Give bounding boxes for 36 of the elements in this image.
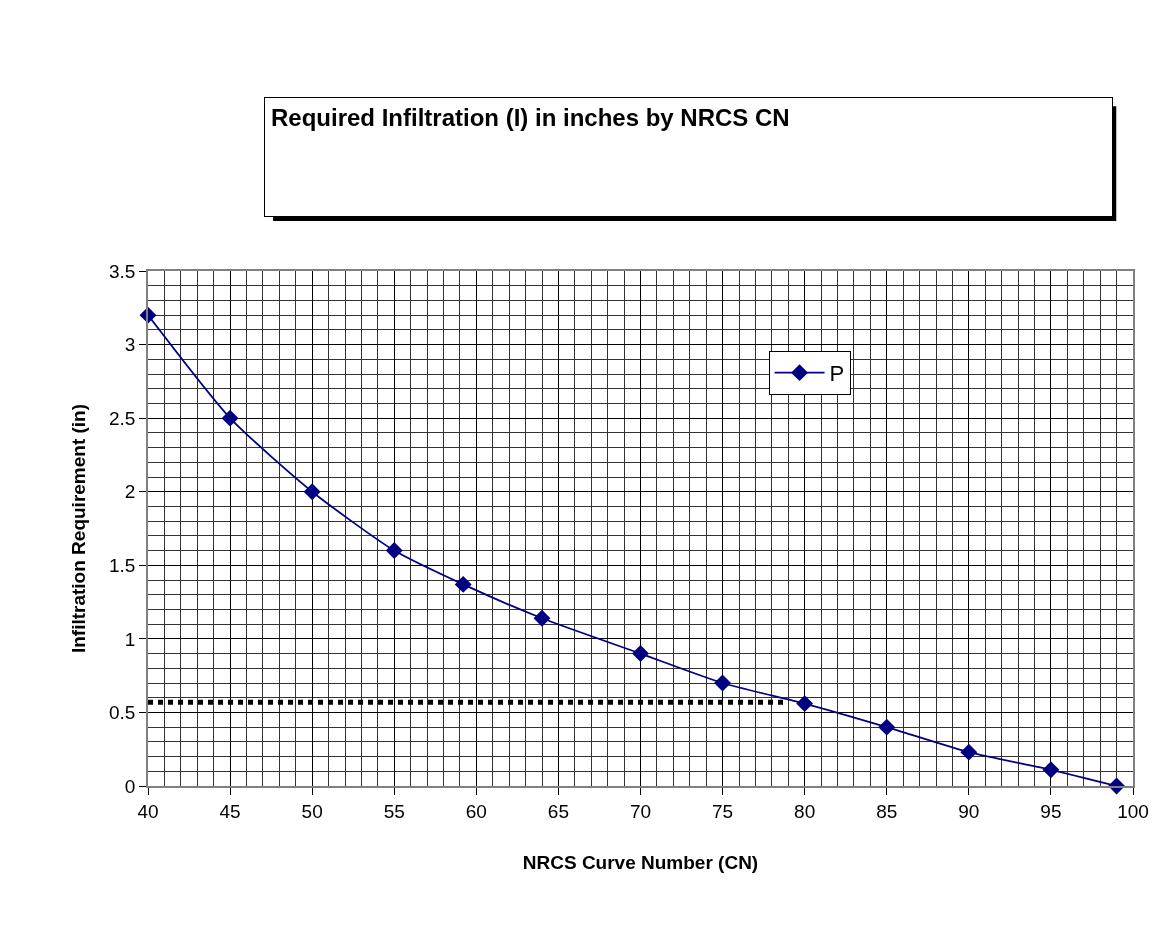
- y-tick-label: 2: [124, 481, 136, 503]
- y-axis-title: Infiltration Requirement (in): [68, 403, 90, 654]
- x-tick-label: 40: [137, 800, 159, 822]
- x-tick-label: 100: [1117, 800, 1149, 822]
- point: [960, 743, 978, 761]
- chart-title: Required Infiltration (I) in inches by NRCS CN: [271, 104, 790, 131]
- point: [385, 542, 403, 560]
- x-tick-label: 80: [794, 800, 816, 822]
- point: [714, 674, 732, 692]
- x-tick-label: 60: [465, 800, 487, 822]
- x-tick-label: 95: [1040, 800, 1062, 822]
- y-tick-label: 0: [124, 775, 136, 797]
- y-tick-label: 2.5: [109, 407, 136, 429]
- x-tick-label: 75: [712, 800, 734, 822]
- y-tick-label: 3.5: [109, 260, 136, 282]
- legend-label: P: [829, 361, 845, 387]
- x-tick-label: 65: [547, 800, 569, 822]
- x-tick-label: 85: [876, 800, 898, 822]
- point: [632, 645, 649, 663]
- point: [454, 575, 472, 593]
- point: [878, 718, 896, 736]
- x-tick-label: 55: [383, 800, 405, 822]
- point: [221, 409, 239, 427]
- point: [796, 695, 814, 713]
- point: [303, 483, 321, 501]
- x-tick-label: 90: [958, 800, 980, 822]
- y-tick-label: 1: [124, 628, 136, 650]
- y-tick-label: 0.5: [109, 702, 136, 724]
- x-tick-label: 45: [219, 800, 241, 822]
- point: [533, 609, 551, 627]
- x-tick-label: 70: [629, 800, 652, 822]
- x-axis-title: NRCS Curve Number (CN): [522, 851, 759, 873]
- y-tick-label: 1.5: [109, 554, 136, 576]
- x-tick-label: 50: [301, 800, 323, 822]
- point: [1042, 761, 1060, 779]
- y-tick-label: 3: [124, 334, 136, 356]
